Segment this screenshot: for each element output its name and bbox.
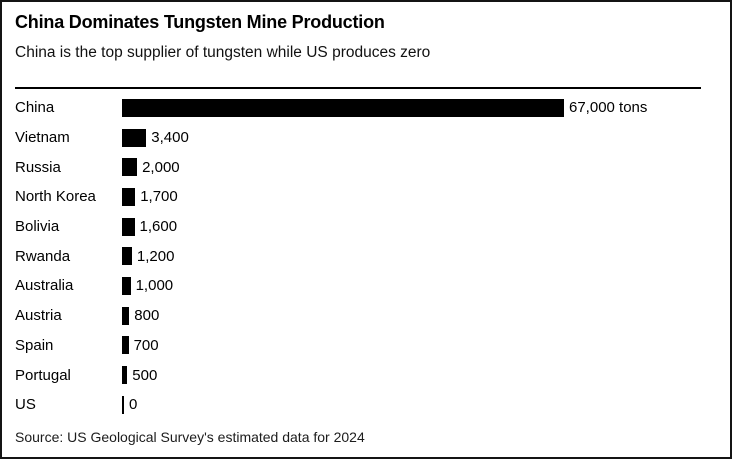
value-label: 3,400 [151,129,189,146]
bar [122,336,129,355]
category-label: Portugal [15,366,71,384]
category-label: Rwanda [15,247,71,265]
bar [122,98,564,117]
zero-baseline-tick [122,395,124,414]
chart-row: Australia 1,000 [15,271,730,301]
bar [122,306,130,325]
bar [122,217,135,236]
chart-header: China Dominates Tungsten Mine Production… [2,2,730,62]
value-label: 500 [132,366,158,384]
value-label: 1,000 [135,277,174,295]
header-divider [15,86,701,89]
value-label: 1,700 [140,188,178,206]
category-label: Russia [15,158,61,176]
value-label: 800 [134,307,160,325]
chart-row: Portugal 500 [15,360,730,390]
chart-row: China 67,000 tons [15,93,730,123]
chart-row: Austria 800 [15,301,730,331]
chart-title: China Dominates Tungsten Mine Production [15,12,385,32]
chart-row: Vietnam 3,400 [15,123,730,153]
category-label: Austria [15,307,62,325]
value-label: 2,000 [142,158,180,176]
chart-row: Spain 700 [15,330,730,360]
category-label: Bolivia [15,218,60,236]
bar [122,158,138,177]
category-label: Spain [15,336,54,354]
bar [122,276,131,295]
chart-subtitle: China is the top supplier of tungsten wh… [15,43,431,61]
bar [122,366,128,384]
category-label: Australia [15,277,74,295]
category-label: North Korea [15,188,96,206]
value-label: 700 [133,336,159,354]
chart-row: US 0 [15,390,730,420]
chart-row: North Korea 1,700 [15,182,730,212]
chart-row: Russia 2,000 [15,152,730,182]
category-label: US [15,396,36,414]
bar [122,128,147,147]
bar-chart: China 67,000 tons Vietnam 3,400 Russia 2,000 N… [15,93,730,420]
value-label: 67,000 tons [569,99,648,117]
value-label: 1,200 [136,247,175,265]
value-label: 1,600 [139,218,178,236]
source-note: Source: US Geological Survey's estimated… [15,428,365,445]
category-label: Vietnam [15,129,70,146]
bar [122,187,136,206]
chart-row: Bolivia 1,600 [15,212,730,242]
chart-row: Rwanda 1,200 [15,241,730,271]
bar [122,247,132,266]
category-label: China [15,99,55,117]
value-label: 0 [129,396,138,414]
